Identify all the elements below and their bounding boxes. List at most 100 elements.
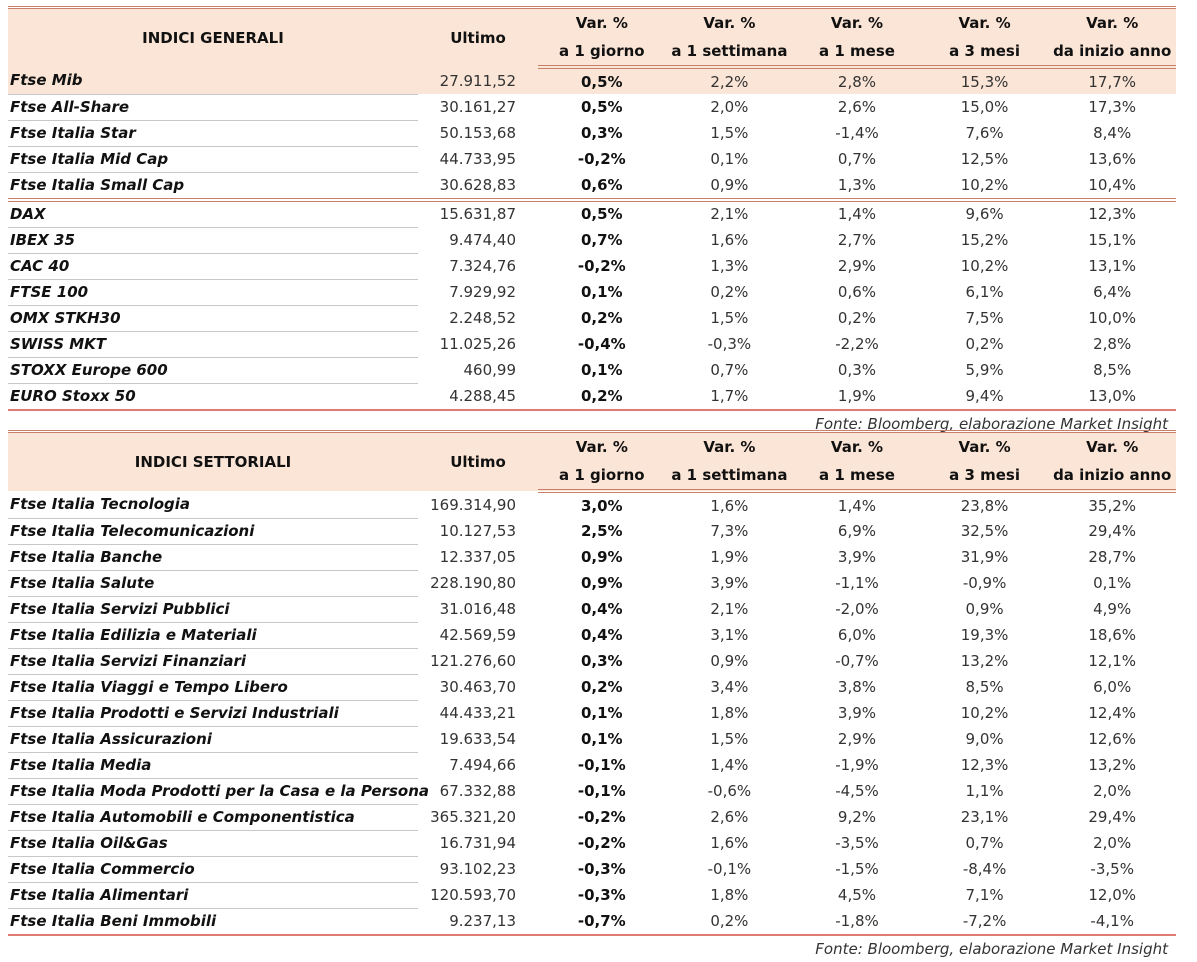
last-value: 7.324,76 — [449, 257, 516, 275]
indici-settoriali-table: INDICI SETTORIALI Ultimo Var. % Var. % Var. … — [8, 430, 1176, 962]
variation-value: 0,1% — [580, 730, 623, 748]
variation-value: 0,9% — [580, 574, 623, 592]
variation-value: 15,0% — [960, 98, 1009, 116]
table-row: Ftse Italia Assicurazioni 19.633,54 0,1% 1,… — [8, 726, 1176, 753]
variation-value: 8,5% — [965, 678, 1004, 696]
variation-value: 23,8% — [960, 496, 1009, 515]
variation-value: 7,3% — [710, 522, 749, 540]
variation-value: 0,5% — [580, 98, 623, 116]
variation-value: 2,8% — [793, 67, 921, 94]
variation-value: 8,4% — [1093, 124, 1132, 142]
index-name: FTSE 100 — [8, 279, 418, 306]
variation-value: 35,2% — [1088, 496, 1137, 515]
index-name: Ftse Italia Commercio — [8, 856, 418, 883]
index-name: Ftse Italia Banche — [8, 544, 418, 571]
variation-value: -0,9% — [962, 574, 1007, 592]
variation-value: -0,7% — [835, 652, 879, 670]
variation-value: 2,0% — [710, 98, 749, 116]
column-header-period: da inizio anno — [1048, 37, 1176, 69]
table-row: Ftse Italia Moda Prodotti per la Casa e … — [8, 778, 1176, 805]
table-row: Ftse Italia Telecomunicazioni 10.127,53 2,… — [8, 518, 1176, 545]
indici-generali-table: INDICI GENERALI Ultimo Var. % Var. % Var. % V… — [8, 6, 1176, 437]
variation-value: 0,2% — [837, 309, 877, 327]
variation-value: 6,0% — [1093, 678, 1132, 696]
index-name: Ftse Italia Telecomunicazioni — [8, 518, 418, 545]
variation-value: -0,3% — [577, 886, 626, 904]
variation-value: -0,4% — [577, 335, 626, 353]
index-name: Ftse Italia Assicurazioni — [8, 726, 418, 753]
variation-value: 1,5% — [710, 309, 749, 327]
last-value: 4.288,45 — [418, 383, 538, 411]
variation-value: 2,1% — [710, 205, 749, 224]
column-header: Var. % — [665, 430, 794, 461]
variation-value: 0,2% — [538, 383, 666, 411]
variation-value: 29,4% — [1088, 808, 1137, 826]
table-row: Ftse Italia Prodotti e Servizi Industria… — [8, 700, 1176, 727]
table-row: Ftse Italia Viaggi e Tempo Libero 30.463,… — [8, 674, 1176, 701]
variation-value: 0,4% — [580, 626, 623, 644]
column-header-period: a 1 giorno — [538, 37, 666, 69]
column-header: Var. % — [1048, 6, 1176, 37]
variation-value: 7,5% — [965, 309, 1004, 327]
last-value: 365.321,20 — [430, 808, 516, 826]
variation-value: -8,4% — [962, 860, 1007, 878]
last-value: 50.153,68 — [439, 124, 516, 142]
variation-value: 10,4% — [1048, 172, 1176, 202]
column-header: Var. % — [793, 430, 921, 461]
last-value: 27.911,52 — [418, 67, 538, 94]
variation-value: 17,7% — [1048, 67, 1176, 94]
column-header: Var. % — [920, 430, 1049, 461]
column-header-period: a 1 mese — [793, 461, 921, 493]
variation-value: 0,7% — [837, 150, 877, 168]
index-name: Ftse Italia Moda Prodotti per la Casa e … — [8, 778, 429, 805]
index-name: Ftse Italia Viaggi e Tempo Libero — [8, 674, 418, 701]
table-row: Ftse Italia Servizi Pubblici 31.016,48 0,4… — [8, 596, 1176, 623]
table-row: OMX STKH30 2.248,52 0,2% 1,5% 0,2% 7,5% 10,0% — [8, 305, 1176, 332]
index-name: Ftse Italia Mid Cap — [8, 146, 418, 173]
variation-value: 8,5% — [1093, 361, 1132, 379]
table-row: Ftse Italia Small Cap 30.628,83 0,6% 0,9% 1,… — [8, 172, 1176, 202]
variation-value: 12,3% — [960, 756, 1009, 774]
variation-value: 0,7% — [710, 361, 749, 379]
table-row: Ftse Italia Servizi Finanziari 121.276,60… — [8, 648, 1176, 675]
last-value: 44.433,21 — [439, 704, 516, 722]
last-value: 9.474,40 — [449, 231, 516, 249]
variation-value: 3,8% — [837, 678, 877, 696]
variation-value: 0,9% — [665, 172, 794, 202]
index-name: EURO Stoxx 50 — [8, 383, 418, 411]
last-value: 19.633,54 — [439, 730, 516, 748]
variation-value: 5,9% — [965, 361, 1004, 379]
column-header-ultimo: Ultimo — [418, 430, 538, 491]
column-header-period: a 3 mesi — [920, 37, 1049, 69]
variation-value: -3,5% — [1090, 860, 1134, 878]
variation-value: 0,9% — [580, 548, 623, 566]
variation-value: 0,1% — [710, 150, 749, 168]
variation-value: 2,8% — [1093, 335, 1132, 353]
variation-value: 12,0% — [1088, 886, 1137, 904]
last-value: 93.102,23 — [439, 860, 516, 878]
variation-value: -1,9% — [835, 756, 879, 774]
variation-value: 1,5% — [710, 124, 749, 142]
variation-value: 13,2% — [960, 652, 1009, 670]
last-value: 10.127,53 — [439, 522, 516, 540]
variation-value: -4,5% — [835, 782, 879, 800]
last-value: 7.494,66 — [449, 756, 516, 774]
variation-value: 1,5% — [710, 730, 749, 748]
table-row: Ftse Italia Commercio 93.102,23 -0,3% -0,1%… — [8, 856, 1176, 883]
column-header: Var. % — [538, 6, 666, 37]
variation-value: 7,6% — [965, 124, 1004, 142]
variation-value: 28,7% — [1088, 548, 1137, 566]
column-header-period: da inizio anno — [1048, 461, 1176, 493]
variation-value: -7,2% — [920, 908, 1049, 936]
variation-value: 0,1% — [580, 704, 623, 722]
table-row: Ftse All-Share 30.161,27 0,5% 2,0% 2,6% 15,0%… — [8, 94, 1176, 121]
variation-value: 12,5% — [960, 150, 1009, 168]
last-value: 16.731,94 — [439, 834, 516, 852]
index-name: Ftse Italia Servizi Finanziari — [8, 648, 418, 675]
column-header: Var. % — [1048, 430, 1176, 461]
table-row: Ftse Italia Mid Cap 44.733,95 -0,2% 0,1% 0,7… — [8, 146, 1176, 173]
variation-value: 17,3% — [1088, 98, 1137, 116]
last-value: 15.631,87 — [439, 205, 516, 224]
variation-value: -2,0% — [835, 600, 879, 618]
variation-value: -1,5% — [835, 860, 879, 878]
